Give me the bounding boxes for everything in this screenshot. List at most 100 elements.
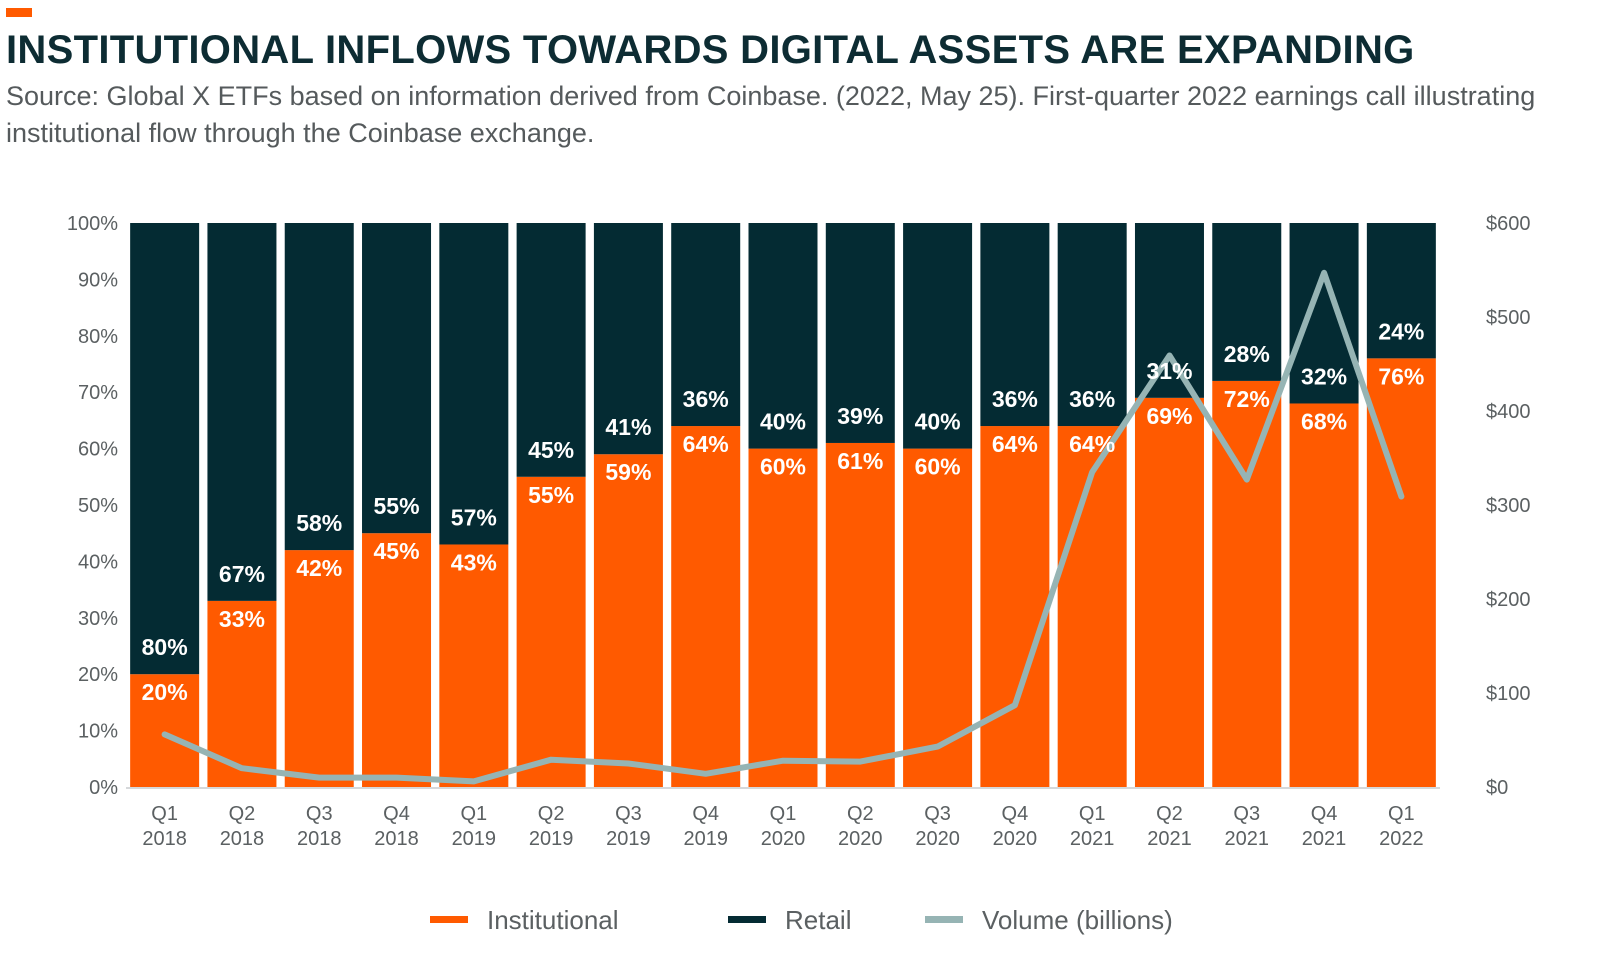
legend-swatch xyxy=(430,916,468,923)
bar-institutional xyxy=(593,454,663,787)
bar-institutional xyxy=(1057,426,1127,787)
x-axis-tick-label: Q3 xyxy=(306,803,333,825)
x-axis-tick-label: 2019 xyxy=(606,828,651,850)
bar-retail xyxy=(362,223,432,534)
data-label-retail: 24% xyxy=(1378,318,1424,344)
bar-layer xyxy=(130,223,1436,787)
x-axis-tick-label: 2021 xyxy=(1147,828,1192,850)
data-label-retail: 58% xyxy=(296,510,342,536)
x-axis-tick-label: 2018 xyxy=(374,828,419,850)
left-axis-tick-label: 10% xyxy=(78,721,118,743)
right-axis-tick-label: $200 xyxy=(1486,589,1531,611)
data-label-institutional: 45% xyxy=(374,538,420,564)
bar-institutional xyxy=(825,442,895,787)
chart-subtitle: Source: Global X ETFs based on informati… xyxy=(6,81,1536,148)
left-axis-tick-label: 60% xyxy=(78,439,118,461)
data-label-layer: 20% 80% 33% 67% 42% 58% 45% 55% 43% 57% 55% 45% 59% 4… xyxy=(142,318,1425,705)
x-axis-tick-label: Q3 xyxy=(924,803,951,825)
data-label-institutional: 59% xyxy=(605,459,651,485)
x-axis-tick-label: 2018 xyxy=(297,828,342,850)
left-axis-tick-label: 30% xyxy=(78,608,118,630)
data-label-institutional: 61% xyxy=(837,448,883,474)
legend-label: Retail xyxy=(785,905,851,935)
bar-institutional xyxy=(980,426,1050,787)
x-axis-tick-label: Q1 xyxy=(770,803,797,825)
bar-institutional xyxy=(1212,380,1282,787)
data-label-retail: 39% xyxy=(837,403,883,429)
bar-institutional xyxy=(439,544,509,787)
bar-institutional xyxy=(284,550,354,787)
x-axis-tick-label: 2019 xyxy=(683,828,728,850)
right-axis-tick-label: $500 xyxy=(1486,307,1531,329)
data-label-institutional: 64% xyxy=(1069,431,1115,457)
x-axis-tick-label: 2021 xyxy=(1070,828,1115,850)
bar-retail xyxy=(593,223,663,455)
left-axis-tick-label: 40% xyxy=(78,551,118,573)
chart-title: INSTITUTIONAL INFLOWS TOWARDS DIGITAL AS… xyxy=(6,28,1415,72)
data-label-retail: 67% xyxy=(219,561,265,587)
bar-institutional xyxy=(362,533,432,787)
bar-retail xyxy=(1366,223,1436,359)
x-axis-tick-label: 2021 xyxy=(1225,828,1270,850)
right-axis-tick-label: $300 xyxy=(1486,495,1531,517)
legend-swatch xyxy=(925,916,963,923)
data-label-retail: 32% xyxy=(1301,363,1347,389)
x-axis-tick-label: 2020 xyxy=(993,828,1038,850)
x-axis-tick-label: Q4 xyxy=(383,803,410,825)
legend-swatch xyxy=(728,916,766,923)
x-axis-tick-label: Q2 xyxy=(538,803,565,825)
x-axis-tick-label: Q3 xyxy=(1233,803,1260,825)
data-label-retail: 41% xyxy=(605,414,651,440)
right-y-axis: $0 $100 $200 $300 $400 $500 $600 xyxy=(1486,213,1531,799)
right-axis-tick-label: $600 xyxy=(1486,213,1531,235)
data-label-institutional: 60% xyxy=(915,454,961,480)
bar-retail xyxy=(903,223,973,449)
data-label-retail: 40% xyxy=(760,409,806,435)
bar-retail xyxy=(1057,223,1127,427)
data-label-retail: 55% xyxy=(374,493,420,519)
x-axis-tick-label: 2019 xyxy=(529,828,574,850)
data-label-retail: 28% xyxy=(1224,341,1270,367)
x-axis-tick-label: Q1 xyxy=(460,803,487,825)
bar-retail xyxy=(825,223,895,443)
data-label-retail: 36% xyxy=(683,386,729,412)
data-label-retail: 31% xyxy=(1146,358,1192,384)
data-label-institutional: 55% xyxy=(528,482,574,508)
data-label-institutional: 42% xyxy=(296,555,342,581)
legend: Institutional Retail Volume (billions) xyxy=(430,905,1173,935)
data-label-institutional: 64% xyxy=(683,431,729,457)
x-axis-tick-label: 2022 xyxy=(1379,828,1424,850)
bar-retail xyxy=(1212,223,1282,381)
x-axis-tick-label: Q4 xyxy=(692,803,719,825)
bar-institutional xyxy=(130,674,200,787)
bar-institutional xyxy=(1134,397,1204,787)
bar-retail xyxy=(130,223,200,675)
data-label-retail: 36% xyxy=(1069,386,1115,412)
x-axis-tick-label: Q3 xyxy=(615,803,642,825)
x-axis-tick-label: 2020 xyxy=(915,828,960,850)
data-label-institutional: 43% xyxy=(451,549,497,575)
x-axis-tick-label: 2019 xyxy=(452,828,497,850)
data-label-institutional: 76% xyxy=(1378,363,1424,389)
left-axis-tick-label: 50% xyxy=(78,495,118,517)
x-axis-tick-label: Q1 xyxy=(151,803,178,825)
bar-retail xyxy=(671,223,741,427)
data-label-institutional: 60% xyxy=(760,454,806,480)
data-label-retail: 36% xyxy=(992,386,1038,412)
right-axis-tick-label: $0 xyxy=(1486,777,1508,799)
legend-label: Volume (billions) xyxy=(982,905,1173,935)
data-label-institutional: 33% xyxy=(219,606,265,632)
bar-retail xyxy=(980,223,1050,427)
bar-retail xyxy=(516,223,586,477)
data-label-institutional: 20% xyxy=(142,679,188,705)
x-axis-tick-label: 2018 xyxy=(142,828,187,850)
data-label-institutional: 64% xyxy=(992,431,1038,457)
x-axis-tick-label: Q4 xyxy=(1002,803,1029,825)
data-label-retail: 80% xyxy=(142,634,188,660)
data-label-retail: 45% xyxy=(528,437,574,463)
right-axis-tick-label: $100 xyxy=(1486,683,1531,705)
x-axis-tick-label: 2020 xyxy=(761,828,806,850)
x-axis-tick-label: 2021 xyxy=(1302,828,1347,850)
x-axis-tick-label: Q1 xyxy=(1388,803,1415,825)
